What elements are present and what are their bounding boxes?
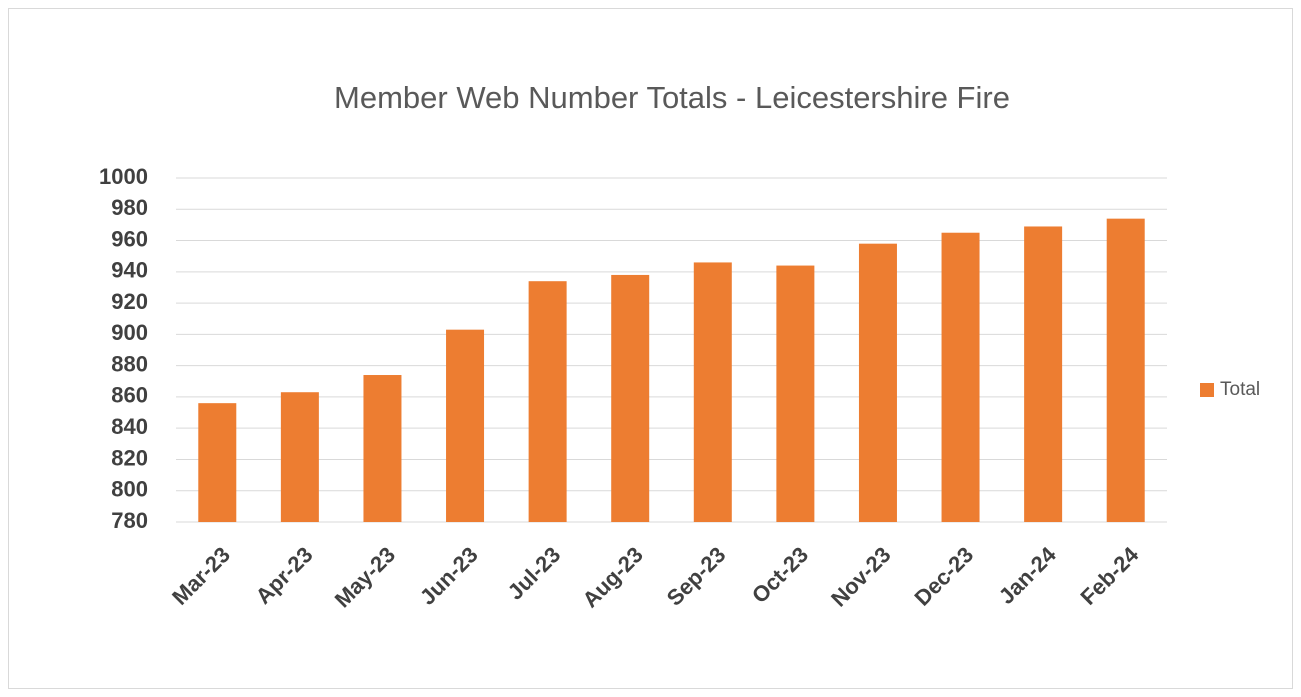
- chart-frame: [8, 8, 1293, 689]
- bar: [858, 243, 897, 522]
- y-tick-label: 940: [111, 258, 148, 283]
- y-tick-label: 820: [111, 445, 148, 470]
- bar: [1024, 226, 1063, 523]
- y-tick-label: 920: [111, 289, 148, 314]
- y-tick-label: 900: [111, 320, 148, 345]
- y-tick-label: 800: [111, 477, 148, 502]
- bar: [1106, 218, 1145, 522]
- y-tick-label: 960: [111, 226, 148, 251]
- y-tick-label: 880: [111, 351, 148, 376]
- bar: [198, 403, 237, 522]
- bar: [693, 262, 732, 522]
- bar: [776, 265, 815, 522]
- bar: [528, 281, 567, 522]
- bar: [280, 392, 319, 522]
- y-tick-label: 840: [111, 414, 148, 439]
- bar: [446, 329, 485, 522]
- y-tick-label: 860: [111, 383, 148, 408]
- legend-swatch: [1200, 383, 1214, 397]
- y-tick-label: 980: [111, 195, 148, 220]
- y-tick-label: 780: [111, 508, 148, 533]
- bar: [941, 232, 980, 522]
- y-tick-label: 1000: [99, 164, 148, 189]
- chart-title: Member Web Number Totals - Leicestershir…: [334, 80, 1010, 115]
- bar: [363, 375, 402, 522]
- legend-label: Total: [1220, 379, 1260, 400]
- bar: [611, 274, 650, 522]
